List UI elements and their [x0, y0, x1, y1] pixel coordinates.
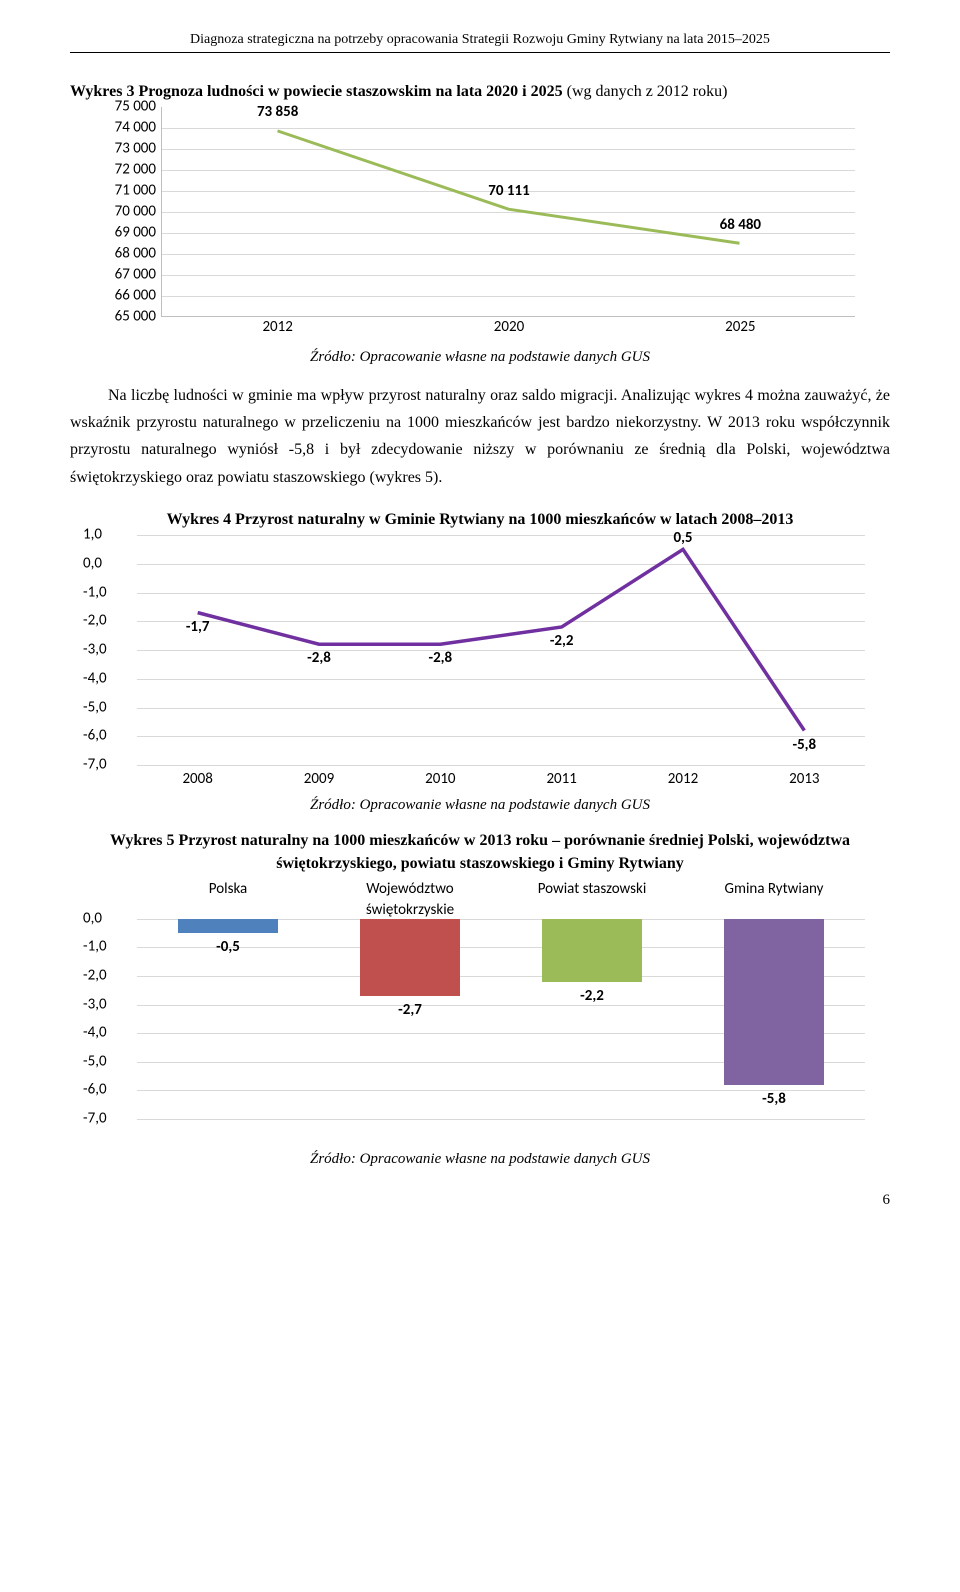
chart1-xlabel: 2020: [494, 317, 524, 338]
chart3-bar-label: -0,5: [216, 937, 240, 958]
chart3-ylabel: -7,0: [83, 1108, 123, 1129]
chart3-bar: [178, 919, 278, 933]
chart1-ylabel: 71 000: [106, 180, 156, 201]
chart1-line: [162, 107, 855, 316]
chart2-gridline: [137, 765, 865, 766]
chart3-area: 0,0-1,0-2,0-3,0-4,0-5,0-6,0-7,0Polska-0,…: [95, 879, 865, 1119]
chart3-bar: [724, 919, 824, 1085]
chart3-bar-label: -2,7: [398, 1000, 422, 1021]
chart3-category-label: Powiat staszowski: [501, 879, 683, 900]
chart2-line: [137, 535, 865, 765]
chart2-xlabel: 2012: [668, 769, 698, 790]
chart2-point-label: -5,8: [792, 735, 816, 756]
chart3-ylabel: -2,0: [83, 966, 123, 987]
chart3-ylabel: 0,0: [83, 908, 123, 929]
chart2-ylabel: -5,0: [83, 697, 123, 718]
chart2-xlabel: 2011: [546, 769, 576, 790]
chart3-title-strong: Wykres 5 Przyrost naturalny na 1000 mies…: [110, 832, 850, 871]
chart2-ylabel: -2,0: [83, 611, 123, 632]
chart1-ylabel: 66 000: [106, 285, 156, 306]
chart2-xlabel: 2010: [425, 769, 455, 790]
chart2-area: 1,00,0-1,0-2,0-3,0-4,0-5,0-6,0-7,0200820…: [95, 535, 865, 765]
chart1-ylabel: 74 000: [106, 117, 156, 138]
chart2-xlabel: 2013: [789, 769, 819, 790]
chart2-point-label: -2,8: [428, 648, 452, 669]
chart2-source: Źródło: Opracowanie własne na podstawie …: [70, 795, 890, 816]
chart1-ylabel: 69 000: [106, 222, 156, 243]
chart2-ylabel: -7,0: [83, 755, 123, 776]
chart3-ylabel: -6,0: [83, 1080, 123, 1101]
page-number: 6: [70, 1190, 890, 1211]
chart3-ylabel: -3,0: [83, 994, 123, 1015]
chart2-ylabel: -4,0: [83, 668, 123, 689]
chart3-ylabel: -5,0: [83, 1051, 123, 1072]
chart2-ylabel: -6,0: [83, 726, 123, 747]
chart3-ylabel: -1,0: [83, 937, 123, 958]
chart1-ylabel: 75 000: [106, 96, 156, 117]
chart1-xlabel: 2025: [725, 317, 755, 338]
chart3-gridline: [137, 1119, 865, 1120]
chart1-ylabel: 70 000: [106, 201, 156, 222]
chart2-ylabel: 0,0: [83, 553, 123, 574]
chart3-category-label: Województwoświętokrzyskie: [319, 879, 501, 921]
chart3-bar-label: -2,2: [580, 986, 604, 1007]
chart2-xlabel: 2008: [182, 769, 212, 790]
chart2-xlabel: 2009: [304, 769, 334, 790]
chart3-title: Wykres 5 Przyrost naturalny na 1000 mies…: [70, 830, 890, 875]
chart3-bar-label: -5,8: [762, 1089, 786, 1110]
paragraph-1: Na liczbę ludności w gminie ma wpływ prz…: [70, 382, 890, 491]
chart1-point-label: 70 111: [488, 181, 529, 202]
chart3-ylabel: -4,0: [83, 1023, 123, 1044]
page-header: Diagnoza strategiczna na potrzeby opraco…: [70, 30, 890, 53]
chart1-title: Wykres 3 Prognoza ludności w powiecie st…: [70, 81, 890, 103]
paragraph-1-text: Na liczbę ludności w gminie ma wpływ prz…: [70, 387, 890, 486]
chart1-title-light: (wg danych z 2012 roku): [567, 83, 728, 100]
chart3-category-label: Gmina Rytwiany: [683, 879, 865, 900]
chart1-xlabel: 2012: [262, 317, 292, 338]
chart2-title-strong: Wykres 4 Przyrost naturalny w Gminie Ryt…: [167, 511, 794, 528]
chart1-source: Źródło: Opracowanie własne na podstawie …: [70, 347, 890, 368]
chart1-point-label: 73 858: [257, 102, 298, 123]
chart2-point-label: -1,7: [186, 617, 210, 638]
chart2-ylabel: 1,0: [83, 525, 123, 546]
chart1-ylabel: 67 000: [106, 264, 156, 285]
chart3-source: Źródło: Opracowanie własne na podstawie …: [70, 1149, 890, 1170]
chart1-ylabel: 72 000: [106, 159, 156, 180]
chart3-bar: [542, 919, 642, 982]
chart1-ylabel: 73 000: [106, 138, 156, 159]
chart1-ylabel: 65 000: [106, 306, 156, 327]
chart3-category-label: Polska: [137, 879, 319, 900]
chart2-ylabel: -3,0: [83, 640, 123, 661]
chart3-gridline: [137, 1090, 865, 1091]
chart2-point-label: -2,8: [307, 648, 331, 669]
chart3-bar: [360, 919, 460, 996]
chart1-ylabel: 68 000: [106, 243, 156, 264]
chart1-point-label: 68 480: [720, 215, 761, 236]
chart1-area: 65 00066 00067 00068 00069 00070 00071 0…: [161, 107, 855, 317]
chart2-point-label: 0,5: [673, 528, 692, 549]
chart2-point-label: -2,2: [550, 631, 574, 652]
chart2-ylabel: -1,0: [83, 582, 123, 603]
chart2-title: Wykres 4 Przyrost naturalny w Gminie Ryt…: [70, 509, 890, 531]
